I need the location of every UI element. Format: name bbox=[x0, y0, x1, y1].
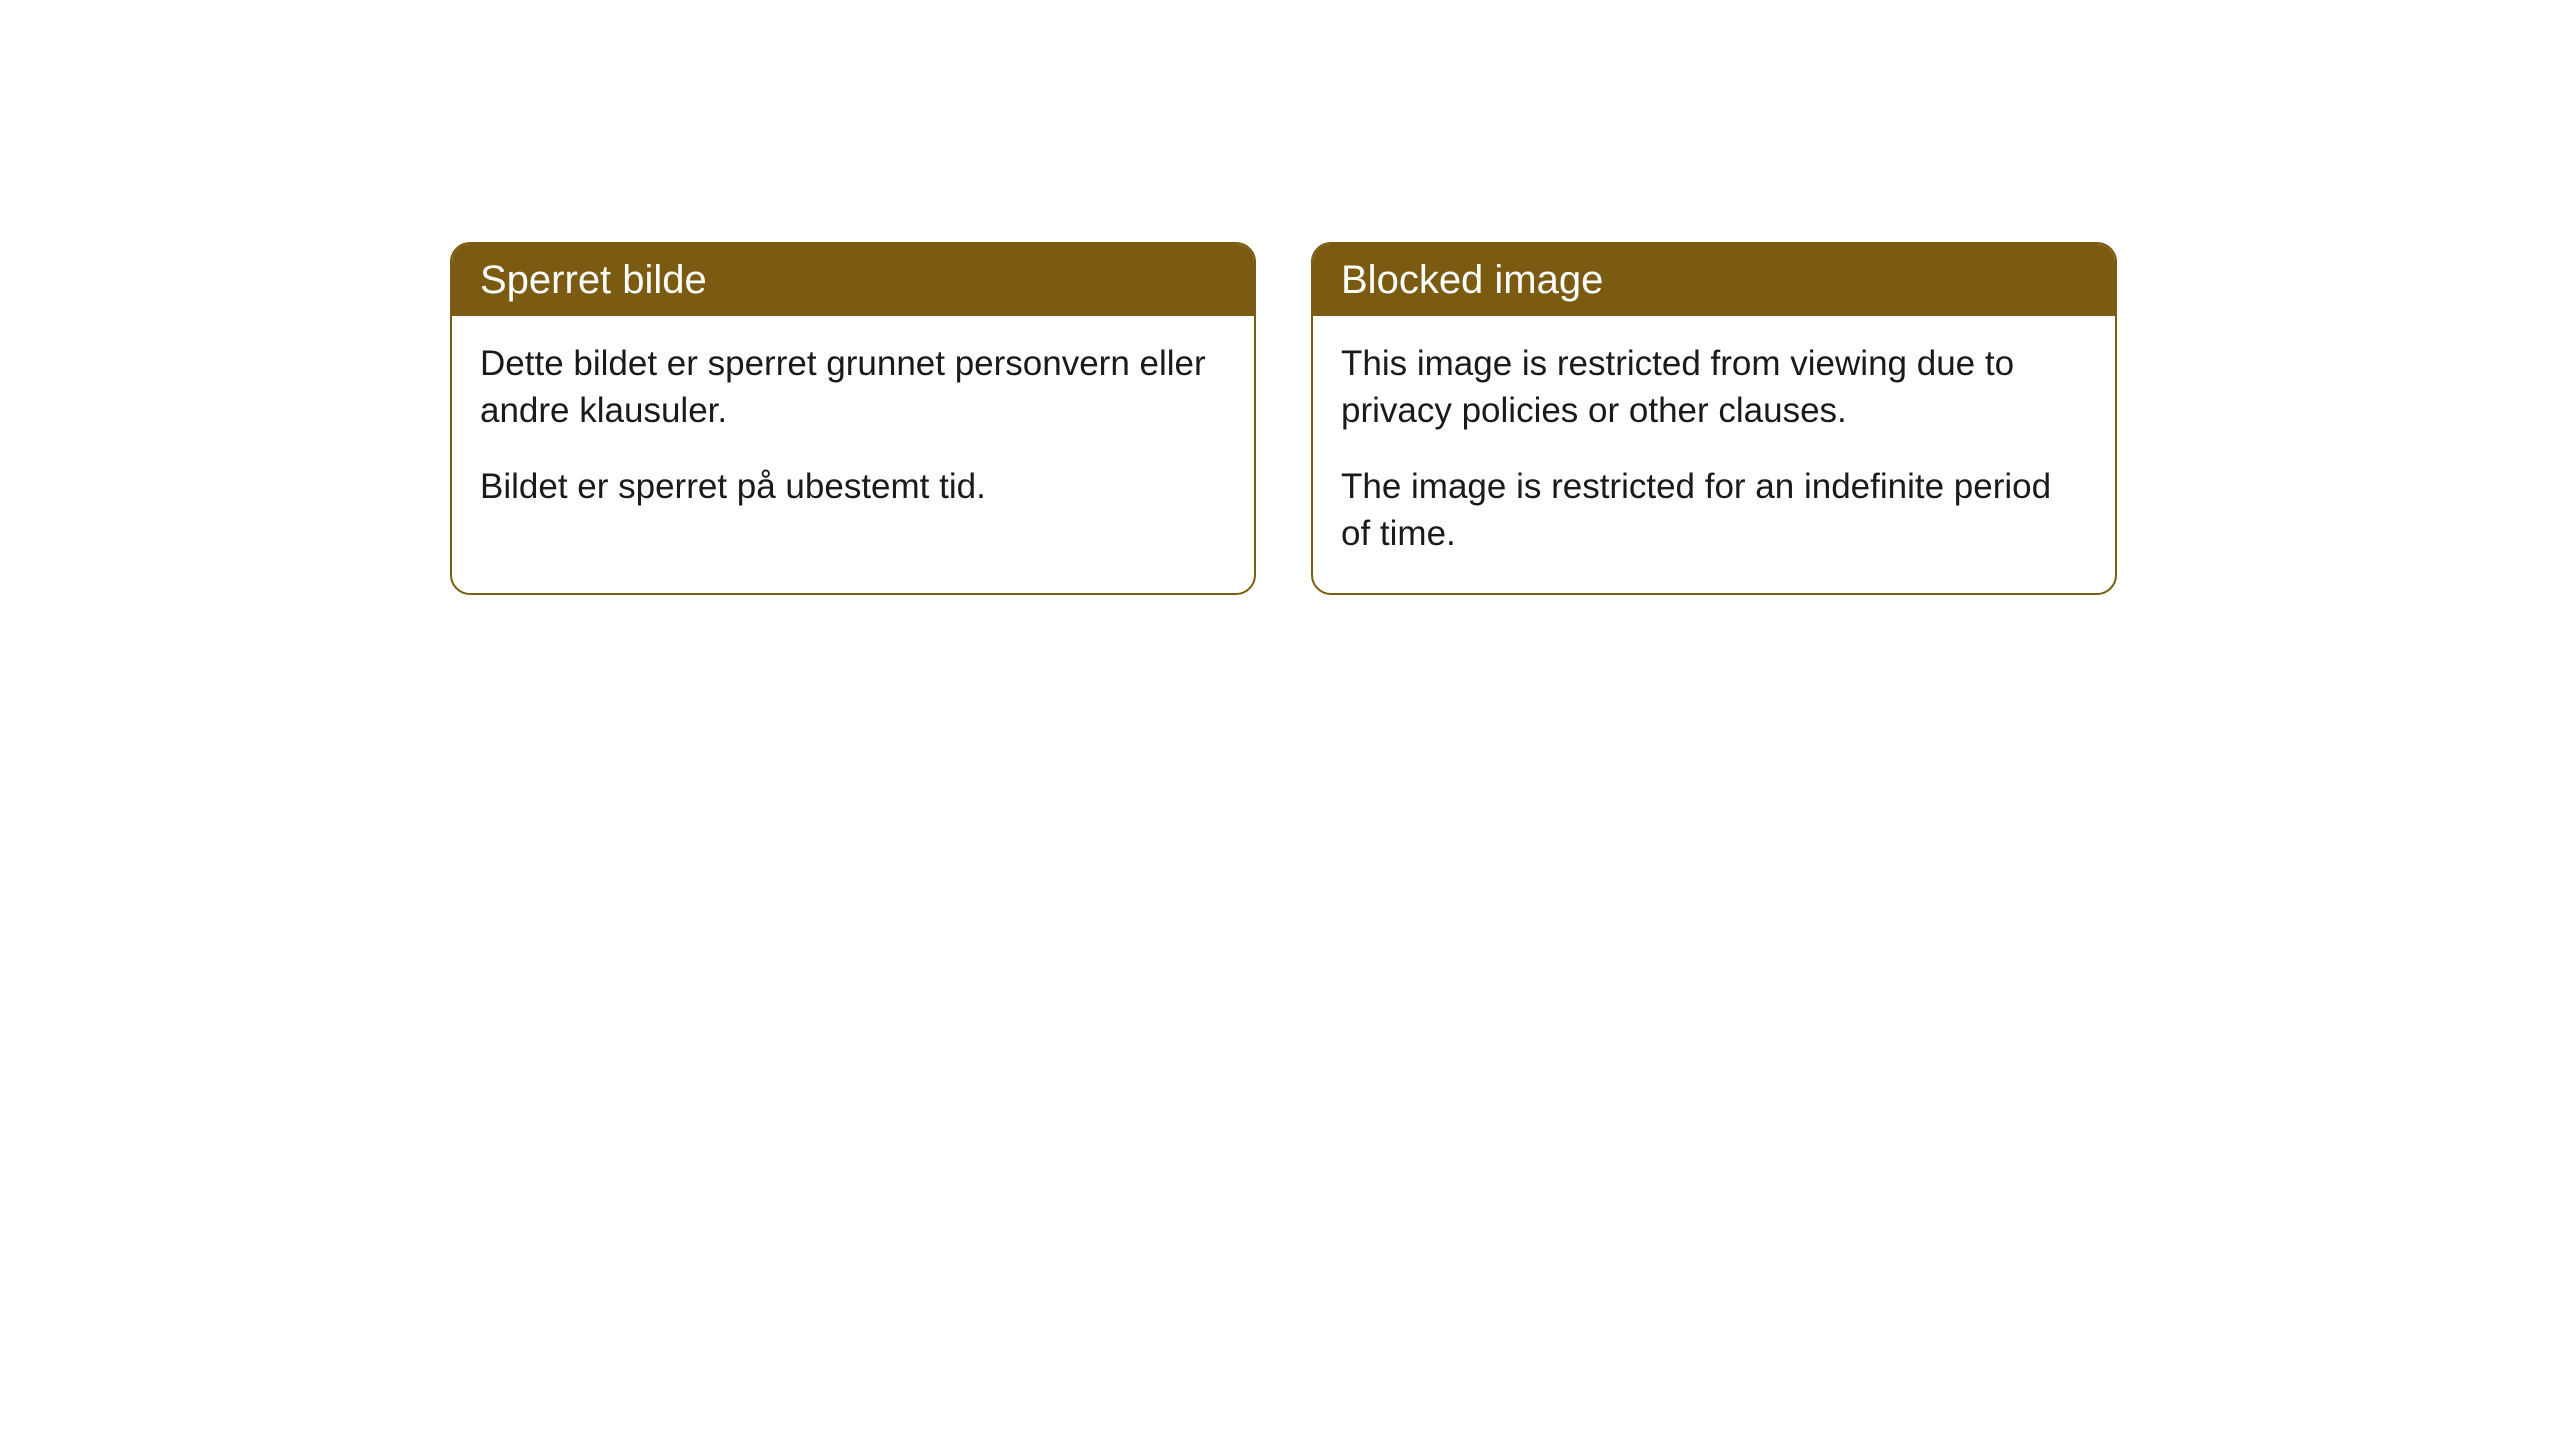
card-body-english: This image is restricted from viewing du… bbox=[1313, 316, 2115, 593]
card-body-norwegian: Dette bildet er sperret grunnet personve… bbox=[452, 316, 1254, 546]
card-para1-english: This image is restricted from viewing du… bbox=[1341, 340, 2087, 435]
cards-container: Sperret bilde Dette bildet er sperret gr… bbox=[450, 242, 2560, 595]
card-para2-english: The image is restricted for an indefinit… bbox=[1341, 463, 2087, 558]
card-para1-norwegian: Dette bildet er sperret grunnet personve… bbox=[480, 340, 1226, 435]
card-english: Blocked image This image is restricted f… bbox=[1311, 242, 2117, 595]
card-norwegian: Sperret bilde Dette bildet er sperret gr… bbox=[450, 242, 1256, 595]
card-header-norwegian: Sperret bilde bbox=[452, 244, 1254, 316]
card-para2-norwegian: Bildet er sperret på ubestemt tid. bbox=[480, 463, 1226, 510]
card-header-english: Blocked image bbox=[1313, 244, 2115, 316]
